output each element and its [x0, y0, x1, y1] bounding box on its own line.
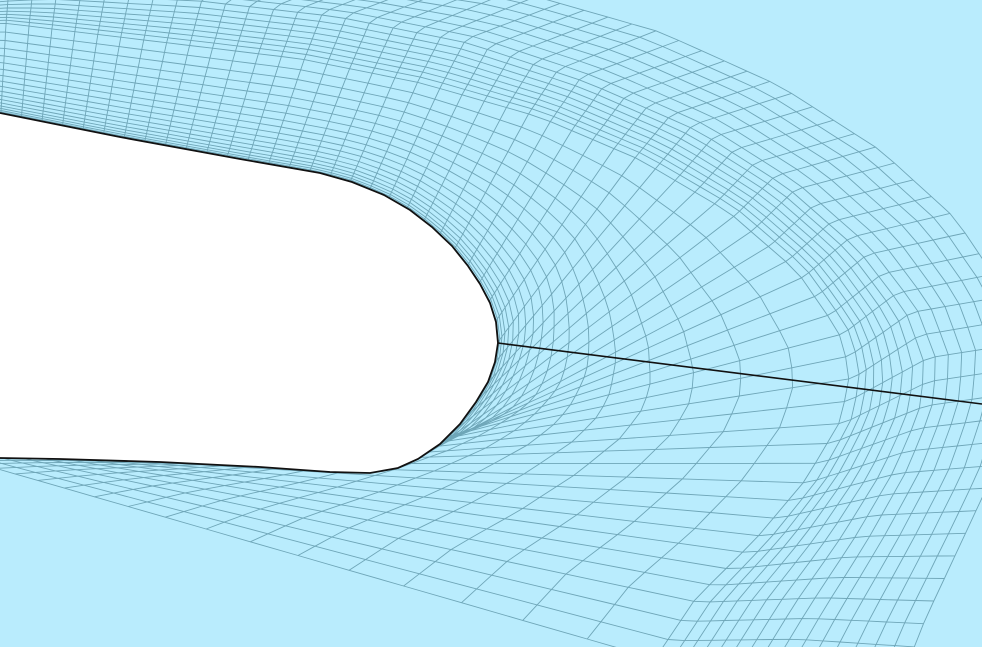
- mesh-ring-line: [455, 0, 982, 647]
- mesh-ring-line: [242, 0, 936, 647]
- mesh-spoke-line: [144, 0, 179, 142]
- mesh-spoke-line: [123, 0, 154, 138]
- mesh-spoke-line: [369, 0, 529, 190]
- mesh-spoke-line: [62, 0, 81, 126]
- mesh-spoke-line: [467, 40, 679, 266]
- mesh-spoke-line: [497, 80, 770, 343]
- mesh-spoke-line: [423, 16, 609, 221]
- mesh-spoke-line: [106, 459, 977, 537]
- mesh-spoke-line: [206, 0, 262, 154]
- mesh-ring-line: [0, 16, 867, 647]
- mesh-ring-line: [0, 7, 893, 647]
- mesh-ring-line: [0, 0, 914, 647]
- mesh-spoke-line: [398, 196, 932, 468]
- mesh-spoke-line: [487, 106, 813, 383]
- mesh-spoke-line: [0, 0, 9, 114]
- mesh-spoke-line: [41, 0, 57, 122]
- mesh-spoke-line: [85, 459, 966, 553]
- mesh-spoke-line: [488, 60, 725, 302]
- mesh-spoke-line: [82, 0, 105, 130]
- mesh-spoke-line: [406, 9, 585, 209]
- mesh-spoke-line: [185, 0, 232, 150]
- mesh-ring-line: [0, 74, 570, 543]
- mesh-ring-line: [0, 3, 903, 647]
- mesh-ring-line: [0, 13, 875, 647]
- mesh-spoke-line: [495, 70, 748, 322]
- mesh-ring-line: [0, 19, 860, 647]
- mesh-spoke-line: [103, 0, 129, 134]
- mesh-spoke-line: [22, 457, 934, 603]
- mesh-spoke-line: [226, 0, 292, 157]
- mesh-spoke-line: [476, 119, 834, 401]
- mesh-ring-line: [0, 39, 742, 621]
- mesh-spoke-line: [494, 92, 792, 363]
- mesh-ring-line: [0, 47, 694, 604]
- mesh-ring-line: [167, 0, 924, 647]
- mesh-ring-line: [546, 0, 982, 647]
- mesh-spoke-line: [435, 162, 895, 448]
- mesh-ring-line: [0, 55, 651, 587]
- mesh-ring-line: [0, 31, 794, 640]
- mesh-spoke-line: [0, 462, 915, 647]
- mesh-spoke-line: [464, 133, 855, 418]
- mesh-ring-line: [0, 10, 884, 647]
- mesh-spoke-line: [478, 50, 702, 284]
- mesh-spoke-line: [288, 0, 389, 168]
- mesh-spoke-line: [1, 457, 924, 625]
- mesh-spoke-line: [309, 0, 424, 172]
- mesh-spoke-line: [450, 146, 876, 434]
- wake-cut-line: [497, 342, 982, 405]
- mesh-spoke-line: [439, 23, 633, 235]
- mesh-spoke-line: [349, 0, 492, 182]
- mesh-spoke-line: [43, 458, 945, 586]
- mesh-spoke-line: [454, 30, 657, 250]
- mesh-spoke-line: [329, 0, 458, 177]
- mesh-spoke-line: [388, 2, 561, 198]
- mesh-spoke-line: [148, 461, 982, 501]
- airfoil-body: [0, 112, 499, 474]
- mesh-ring-line: [356, 0, 963, 647]
- mesh-ring-line: [0, 80, 555, 530]
- mesh-spoke-line: [268, 0, 356, 165]
- mesh-spoke-line: [127, 460, 982, 519]
- mesh-spoke-line: [247, 0, 324, 161]
- mesh-spoke-line: [20, 0, 33, 118]
- mesh-ring-line: [301, 0, 949, 647]
- mesh-ring-line: [0, 22, 850, 647]
- mesh-ring-line: [0, 68, 590, 556]
- mesh-spoke-line: [64, 458, 955, 569]
- mesh-spoke-line: [164, 0, 204, 146]
- mesh-spoke-line: [0, 469, 617, 647]
- mesh-ring-line: [506, 0, 982, 647]
- mesh-ring-line: [0, 62, 616, 571]
